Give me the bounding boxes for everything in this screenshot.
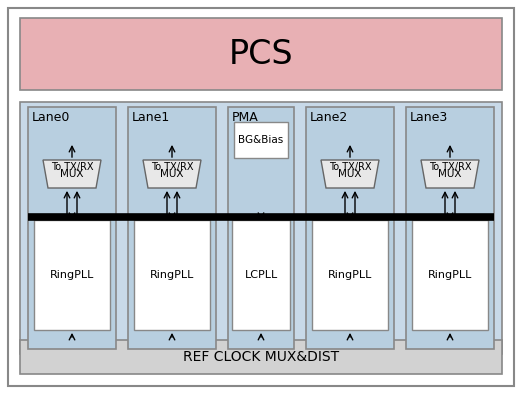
- Bar: [232, 220, 290, 330]
- Text: REF CLOCK MUX&DIST: REF CLOCK MUX&DIST: [183, 350, 339, 364]
- Text: RingPLL: RingPLL: [50, 270, 94, 280]
- Text: To TX/RX: To TX/RX: [429, 162, 471, 172]
- Bar: [306, 107, 394, 349]
- Bar: [312, 220, 388, 330]
- Bar: [134, 220, 210, 330]
- Bar: [406, 107, 494, 349]
- Text: To TX/RX: To TX/RX: [51, 162, 93, 172]
- Text: Lane2: Lane2: [310, 111, 348, 124]
- Polygon shape: [321, 160, 379, 188]
- Bar: [20, 340, 502, 374]
- Text: RingPLL: RingPLL: [428, 270, 472, 280]
- Text: BG&Bias: BG&Bias: [239, 135, 283, 145]
- Text: MUX: MUX: [60, 169, 84, 179]
- Text: To TX/RX: To TX/RX: [329, 162, 371, 172]
- Text: LCPLL: LCPLL: [244, 270, 278, 280]
- Text: MUX: MUX: [338, 169, 362, 179]
- Text: Lane1: Lane1: [132, 111, 170, 124]
- Text: RingPLL: RingPLL: [328, 270, 372, 280]
- Bar: [34, 220, 110, 330]
- Text: PCS: PCS: [229, 37, 293, 71]
- Bar: [20, 102, 502, 354]
- Text: MUX: MUX: [438, 169, 462, 179]
- Bar: [28, 107, 116, 349]
- Polygon shape: [143, 160, 201, 188]
- Text: Lane0: Lane0: [32, 111, 70, 124]
- Bar: [228, 107, 294, 349]
- Bar: [412, 220, 488, 330]
- Text: Lane3: Lane3: [410, 111, 448, 124]
- Polygon shape: [43, 160, 101, 188]
- Text: RingPLL: RingPLL: [150, 270, 194, 280]
- Text: PMA: PMA: [232, 111, 259, 124]
- Bar: [20, 18, 502, 90]
- Polygon shape: [421, 160, 479, 188]
- Text: MUX: MUX: [160, 169, 184, 179]
- Bar: [128, 107, 216, 349]
- Text: To TX/RX: To TX/RX: [151, 162, 193, 172]
- Bar: [234, 122, 288, 158]
